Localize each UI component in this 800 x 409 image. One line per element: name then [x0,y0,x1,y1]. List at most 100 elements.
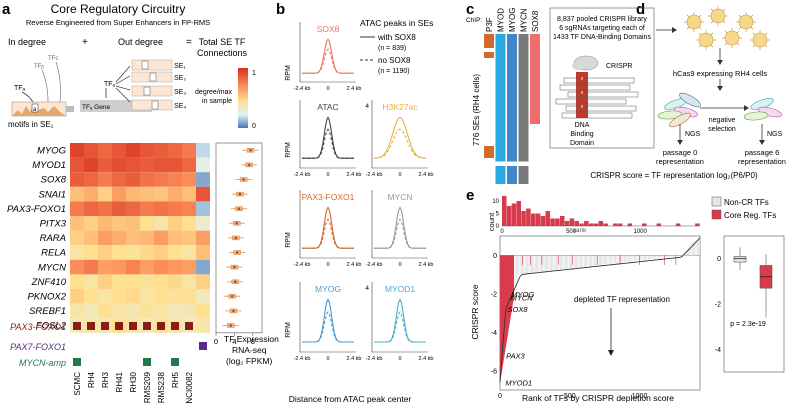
expr-point [249,149,252,152]
expr-point [235,251,239,254]
p0-line-1: passage 0 [663,148,698,157]
waterfall-xtick-label: 1000 [632,393,648,400]
heatmap-cell [140,143,154,158]
heatmap-cell [70,274,84,289]
heatmap-cell [182,274,196,289]
heatmap-cell [112,259,126,275]
sample-label: RH5 [171,371,180,388]
heatmap-cell [196,157,210,173]
heatmap-cell [98,274,112,289]
profile-no-sox8 [302,128,354,159]
hist-bar [588,223,594,226]
panel-label-b: b [276,1,285,18]
hist-bar [617,223,623,226]
crispr-label: CRISPR [606,63,632,70]
hist-ytick-label: 10 [492,199,499,205]
neg-line-1: negative [709,117,736,124]
crispr-score-formula: CRISPR score = TF representation log₂(P6… [590,171,758,180]
heatmap-cell [168,289,182,304]
heatmap-cell [112,157,126,173]
heatmap-cell [196,186,210,202]
heatmap-cell [154,230,168,246]
legend-cr: Core Reg. TFs [724,211,776,220]
hist-ytick-label: 0 [496,224,500,230]
heatmap-cell [196,230,210,246]
heatmap-cell [140,303,154,319]
hist-bar [535,213,541,226]
gene-label: SNAI1 [39,189,66,200]
heatmap-cell [154,172,168,187]
equals-sign: = [186,37,192,48]
heatmap-cell [140,230,154,246]
hist-bar [627,223,633,226]
annotation-rows: PAX3-FOXO1 PAX7-FOXO1 MYCN-amp [10,322,207,368]
p6-line-1: passage 6 [745,148,780,157]
heatmap-cell [112,230,126,246]
lib-line-3: 1433 TF DNA-Binding Domains [553,34,651,41]
se-tracks: SE₁ SE₂ SE₃ SE₄ [131,59,186,111]
hist-bar [564,221,570,226]
panel-a-title: Core Regulatory Circuitry [51,2,186,16]
legend-with: with SOX8 [377,33,416,42]
panel-d: d 8,837 pooled CRISPR library 6 sgRNAs t… [549,1,786,180]
se1-label: SE₁ [174,63,186,70]
chip-col-label: P3F [485,17,494,32]
heatmap [70,143,210,333]
se4-label: SE₄ [174,103,186,110]
motifs-label: motifs in SE₁ [8,120,54,129]
hist-bar [569,218,575,226]
boxplot-frame [723,235,785,373]
waterfall-ytick-label: 0 [493,253,497,260]
hist-bar [603,223,608,226]
sample-label: RH3 [101,371,110,388]
gene-label: MYCN [38,262,66,273]
waterfall-ytick-label: -2 [491,291,497,298]
panel-b: b ATAC peaks in SEs with SOX8 (n = 839) … [276,1,433,404]
se2-label: SE₂ [174,75,186,82]
waterfall-xtick-label: 500 [564,393,576,400]
profile-title: MYOG [315,284,341,294]
heatmap-cell [182,186,196,202]
legend-title: ATAC peaks in SEs [360,18,433,28]
heatmap-cell [70,157,84,173]
gene-labels: MYOG MYOD1 SOX8 SNAI1 PAX3-FOXO1 PITX3 RARA REL… [7,146,67,332]
heatmap-cell [126,172,140,187]
heatmap-cell [126,259,140,275]
heatmap-cell [196,303,210,319]
expr-point [238,192,242,196]
neg-line-2: selection [708,126,736,133]
heatmap-cell [168,143,182,158]
sample-label: NCI0082 [185,371,194,403]
gene-label: ZNF410 [31,277,67,288]
box-ytick-label: -4 [715,347,721,354]
chip-col-label: MYCN [520,8,529,32]
chip-col-label: SOX8 [531,10,540,32]
tfa-gene-label: TFₐ Gene [82,104,110,111]
chip-col-block [495,166,506,184]
virus-particles [684,6,770,50]
profile-with-sox8 [302,206,354,249]
chip-columns: P3F MYOD MYOG MYCN SOX8 [484,8,540,184]
annot-mark [143,322,151,330]
virus-icon [696,30,716,50]
heatmap-cell [182,172,196,187]
annot-mark [143,358,151,366]
heatmap-cell [196,143,210,158]
heatmap-cell [70,289,84,304]
sample-label: RH30 [129,371,138,392]
profile-with-sox8 [373,116,427,159]
heatmap-cell [84,303,98,319]
depleted-label: depleted TF representation [574,295,670,304]
expr-point [234,280,237,284]
heatmap-cell [168,186,182,202]
chip-col-block [495,34,506,162]
heatmap-cell [126,186,140,202]
heatmap-cell [112,245,126,260]
expression-boxplot: 0 4 8 [214,142,263,346]
heatmap-cell [112,274,126,289]
heatmap-cell [84,245,98,260]
sample-label: SCMC [73,372,82,396]
heatmap-cell [168,245,182,260]
tfa-out-label: TFₐ [104,81,116,88]
heatmap-cell [154,143,168,158]
